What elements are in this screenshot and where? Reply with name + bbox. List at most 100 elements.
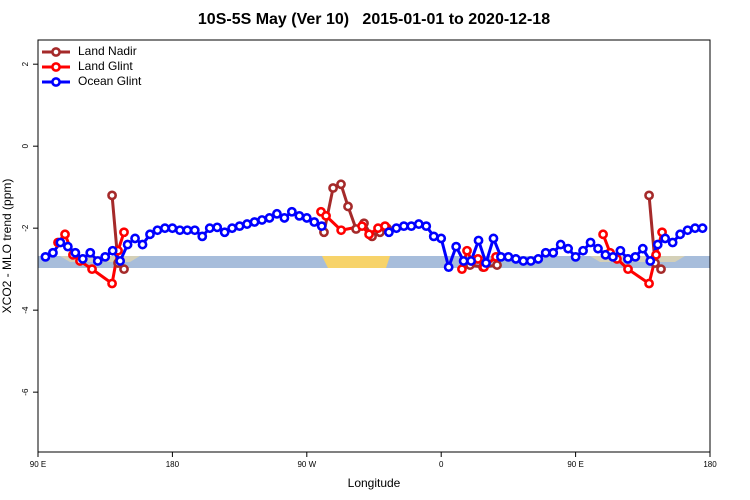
point [533,254,544,264]
y-tick-label: 2 [21,61,30,66]
point [364,229,374,240]
point [622,254,633,264]
point [548,247,559,258]
point [85,247,96,258]
point [651,249,661,260]
point [481,258,491,268]
point [458,256,469,266]
point [257,215,267,225]
point [122,239,133,250]
point [598,229,608,240]
point [62,241,73,252]
point [656,264,666,275]
point [540,247,551,258]
point [204,223,215,234]
land-strip [322,256,390,268]
point [115,256,126,266]
point [525,256,536,266]
point [644,278,654,289]
point [585,237,596,248]
point [321,210,331,221]
point [197,231,208,242]
point [40,251,51,262]
point [70,247,81,258]
point [466,256,476,266]
point [336,179,346,190]
point [357,221,367,232]
point [60,229,70,240]
point [660,233,671,244]
point [570,251,581,262]
point [107,278,117,289]
plot-frame [37,39,711,453]
point [100,251,111,262]
point [462,245,472,256]
point [107,190,117,201]
point [219,227,230,238]
y-tick-label: 0 [21,143,30,148]
point [457,264,467,275]
point [286,206,297,217]
point [652,239,663,250]
point [608,251,618,262]
point [55,237,66,248]
legend-label: Land Glint [78,59,133,73]
point [384,227,394,238]
point [675,229,686,240]
point [697,223,708,234]
point [48,247,58,258]
y-tick-label: -2 [21,224,30,232]
point [593,243,603,254]
point [145,229,155,240]
x-tick-label: 90 W [297,460,316,469]
point [336,225,347,236]
point [189,225,200,236]
point [563,243,574,254]
point [451,241,462,252]
point [316,221,327,232]
point [496,251,506,262]
point [242,219,252,229]
point [615,245,626,256]
point [510,254,521,264]
point [578,245,588,256]
point [301,213,312,223]
point [473,235,484,246]
point [667,237,678,248]
point [428,231,439,242]
point [119,264,129,275]
point [182,225,193,236]
point [152,225,163,236]
y-tick-label: -6 [21,388,30,396]
x-axis-label: Longitude [348,476,401,490]
point [92,256,103,266]
point [343,201,353,212]
point [160,223,170,234]
legend-marker [51,47,61,57]
y-tick-label: -4 [21,306,30,314]
point [137,239,148,250]
point [212,222,223,233]
point [391,223,402,234]
point [398,221,409,232]
legend-label: Ocean Glint [78,74,142,88]
point [234,221,245,232]
point [555,239,566,250]
point [682,225,693,236]
point [443,262,454,273]
point [167,223,178,234]
point [503,251,514,262]
point [488,233,499,244]
x-tick-label: 180 [166,460,180,469]
x-tick-label: 180 [703,460,717,469]
point [492,260,502,270]
point [623,264,633,275]
chart-title: 10S-5S May (Ver 10) 2015-01-01 to 2020-1… [198,11,550,28]
point [309,217,320,227]
point [518,256,529,266]
point [644,190,654,201]
point [130,233,140,244]
legend-marker [51,77,61,87]
point [272,208,282,219]
